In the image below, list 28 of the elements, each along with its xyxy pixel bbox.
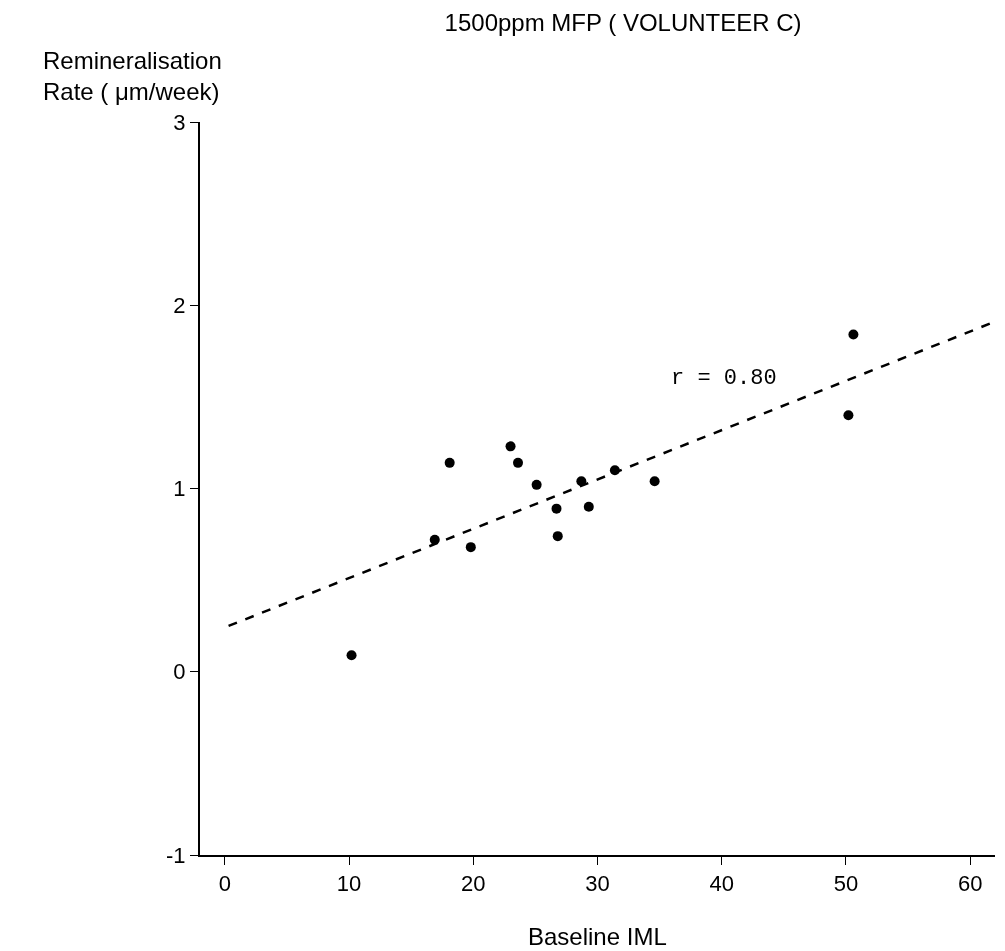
y-tick-label: 3 <box>173 109 186 135</box>
point <box>848 329 859 340</box>
point <box>649 476 660 487</box>
x-tick-label: 50 <box>833 871 859 897</box>
y-tick-label: 1 <box>173 476 186 502</box>
x-tick-label: 0 <box>218 871 231 897</box>
annotation: r = 0.80 <box>671 366 777 391</box>
x-tick-label: 30 <box>585 871 610 897</box>
x-axis-title: Baseline IML <box>528 923 667 950</box>
point <box>505 441 516 452</box>
y-tick-label: 2 <box>173 292 186 318</box>
point <box>513 457 523 468</box>
x-tick-label: 10 <box>336 871 362 897</box>
x-tick-label: 60 <box>957 871 983 897</box>
point <box>531 479 542 490</box>
y-axis-title: Remineralisation Rate ( μm/week) <box>43 47 222 106</box>
x-tick-label: 20 <box>461 871 486 897</box>
y-tick-label: 0 <box>173 659 186 685</box>
chart-title: 1500ppm MFP ( VOLUNTEER C) <box>444 9 802 37</box>
point <box>552 531 563 542</box>
point <box>444 457 455 468</box>
point <box>465 542 476 553</box>
y-tick-label: -1 <box>166 842 186 868</box>
point <box>583 501 594 512</box>
point <box>843 410 854 421</box>
point <box>346 650 357 661</box>
x-tick-label: 40 <box>709 871 734 897</box>
point <box>551 503 562 514</box>
